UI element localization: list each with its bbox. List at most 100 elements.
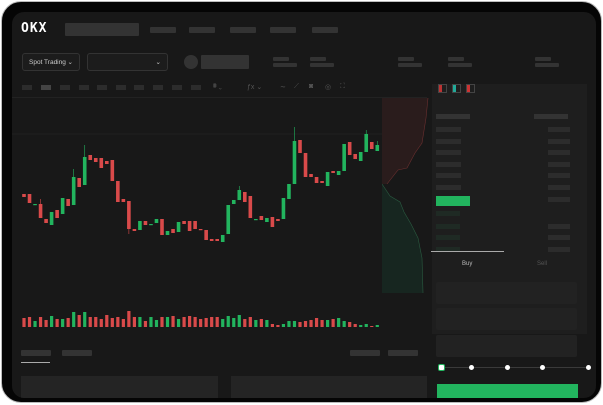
candle-body	[71, 177, 76, 205]
tab-open-orders[interactable]	[21, 350, 51, 356]
candle-body	[193, 221, 197, 229]
stat-value	[310, 63, 334, 67]
volume-bar	[66, 318, 70, 327]
timeframe-button[interactable]	[191, 85, 201, 90]
ask-price	[436, 173, 461, 178]
screenshot-icon[interactable]: ◙	[309, 83, 314, 90]
volume-bar	[72, 312, 76, 327]
candle-body	[364, 134, 369, 152]
timeframe-button[interactable]	[172, 85, 182, 90]
bid-size	[548, 235, 570, 240]
bid-size	[548, 247, 570, 252]
orderbook-header	[436, 114, 470, 119]
volume-bar	[204, 318, 208, 327]
candle-body	[320, 181, 324, 183]
volume-bar	[110, 318, 114, 327]
candlestick-chart[interactable]	[12, 98, 384, 338]
timeframe-button[interactable]	[116, 85, 126, 90]
candle-body	[259, 216, 264, 220]
volume-bar	[320, 320, 324, 327]
search-box[interactable]	[65, 23, 139, 36]
nav-item[interactable]	[270, 27, 296, 33]
slider-stop-100[interactable]	[586, 365, 591, 370]
ruler-icon[interactable]: ⟋	[294, 83, 299, 90]
candle-body	[143, 221, 148, 225]
buy-button[interactable]	[437, 384, 578, 398]
volume-bar	[38, 317, 43, 327]
stat-label	[448, 57, 464, 61]
amount-input[interactable]	[436, 308, 577, 330]
nav-item[interactable]	[189, 27, 215, 33]
candle-body	[105, 161, 109, 164]
volume-bar	[270, 324, 274, 327]
slider-stop-25[interactable]	[469, 365, 474, 370]
candle-body	[281, 198, 286, 219]
volume-bar	[248, 317, 252, 327]
orderbook-asks-icon[interactable]	[466, 84, 475, 93]
volume-bar	[77, 315, 81, 327]
timeframe-button[interactable]	[153, 85, 163, 90]
orderbook-both-icon[interactable]	[438, 84, 447, 93]
volume-bar	[160, 317, 164, 327]
timeframe-button[interactable]	[22, 85, 32, 90]
ask-size	[548, 197, 570, 202]
slider-stop-75[interactable]	[540, 365, 545, 370]
volume-bar	[176, 319, 181, 327]
settings-icon[interactable]: ◎	[325, 84, 332, 91]
candle-body	[325, 172, 330, 186]
volume-bar	[83, 312, 87, 327]
slider-stop-50[interactable]	[505, 365, 510, 370]
nav-item[interactable]	[230, 27, 256, 33]
stat-label	[310, 57, 326, 61]
orders-panel-left	[21, 376, 218, 398]
ask-size	[548, 139, 570, 144]
timeframe-button[interactable]	[97, 85, 107, 90]
nav-item[interactable]	[312, 27, 338, 33]
candle-body	[38, 204, 43, 218]
tab-order-history[interactable]	[62, 350, 92, 356]
candle-body	[165, 231, 170, 235]
candle-body	[347, 142, 352, 155]
bid-price	[436, 211, 460, 216]
candle-type-icon[interactable]: ⩩ ⌄	[213, 83, 222, 90]
candle-body	[303, 153, 308, 177]
candle-body	[254, 219, 258, 221]
candle-body	[182, 221, 186, 224]
total-input[interactable]	[436, 335, 577, 357]
indicator-icon[interactable]: ƒx ⌄	[247, 84, 263, 91]
candle-body	[127, 201, 131, 229]
buy-tab[interactable]: Buy	[462, 261, 473, 267]
volume-bar	[314, 318, 319, 327]
filter-button[interactable]	[388, 350, 418, 356]
market-select[interactable]: Spot Trading ⌄	[22, 53, 80, 71]
percent-slider[interactable]	[440, 367, 588, 368]
candle-body	[342, 144, 346, 171]
orders-panel-right	[231, 376, 427, 398]
divider	[12, 97, 427, 98]
stat-value	[535, 63, 559, 67]
timeframe-button[interactable]	[41, 85, 51, 90]
line-tool-icon[interactable]: ∼	[280, 84, 286, 91]
stat-value	[448, 63, 472, 67]
fullscreen-icon[interactable]: ⛶	[340, 83, 345, 90]
pair-select[interactable]: ⌄	[87, 53, 168, 71]
ask-price	[436, 127, 461, 132]
volume-bar	[370, 326, 374, 327]
buy-tab-indicator	[431, 251, 504, 252]
timeframe-button[interactable]	[134, 85, 144, 90]
volume-bar	[287, 321, 291, 327]
orderbook-bids-icon[interactable]	[452, 84, 461, 93]
market-select-label: Spot Trading	[29, 58, 66, 66]
orderbook-header	[534, 114, 568, 119]
volume-bar	[182, 317, 186, 327]
sell-tab[interactable]: Sell	[537, 261, 548, 267]
slider-handle[interactable]	[438, 364, 445, 371]
mid-price	[436, 196, 470, 206]
volume-bar	[243, 319, 247, 327]
nav-item[interactable]	[150, 27, 176, 33]
timeframe-button[interactable]	[79, 85, 89, 90]
volume-bar	[27, 317, 32, 327]
filter-button[interactable]	[350, 350, 380, 356]
price-input[interactable]	[436, 282, 577, 304]
timeframe-button[interactable]	[60, 85, 70, 90]
